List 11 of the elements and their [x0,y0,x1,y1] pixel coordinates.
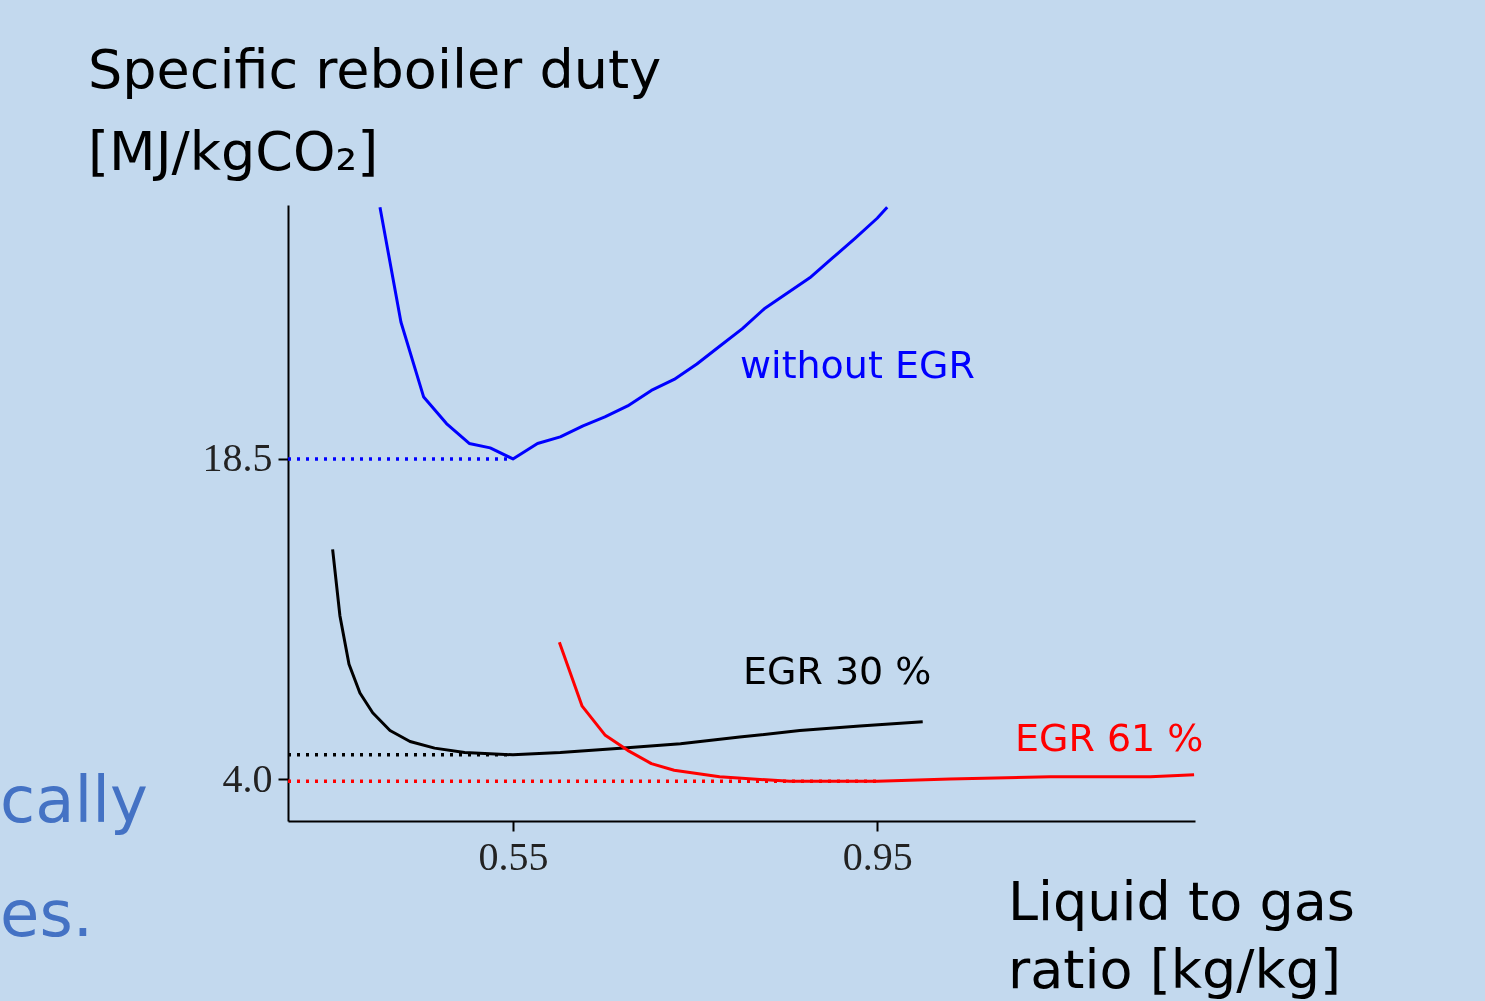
x-tick-label: 0.95 [842,833,913,879]
series-label: EGR 61 % [1015,716,1204,760]
y-tick-label: 18.5 [202,435,273,481]
y-axis-title: Specific reboiler duty [MJ/kgCO₂] [88,38,662,183]
series-label: EGR 30 % [743,649,932,693]
series-label: without EGR [740,343,975,387]
text: es. [0,877,94,951]
x-tick-label: 0.55 [478,833,549,879]
y-tick-label: 4.0 [222,755,273,801]
x-axis-title: Liquid to gas ratio [kg/kg] [1008,870,1355,1001]
text: cally [0,763,148,837]
